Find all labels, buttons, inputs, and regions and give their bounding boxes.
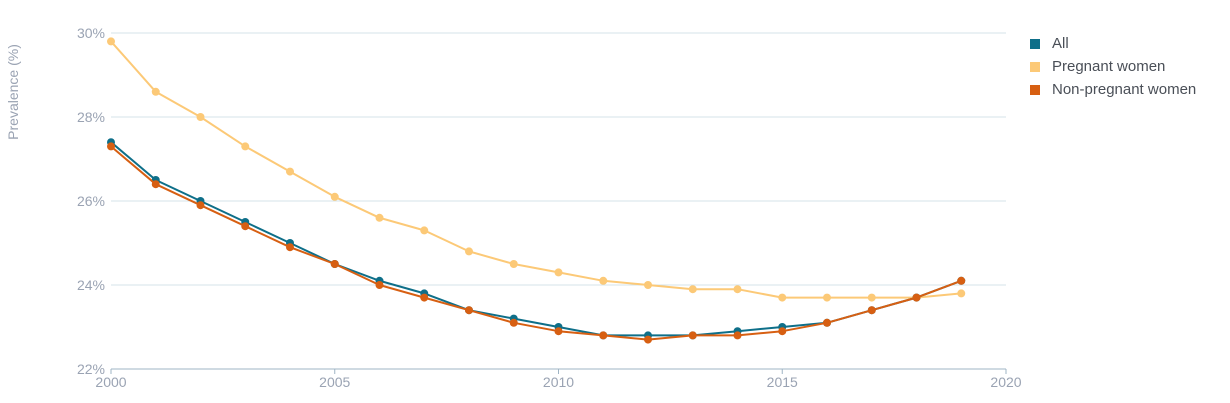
- data-point-pregnant-women[interactable]: [688, 285, 697, 294]
- y-tick-label: 26%: [77, 193, 105, 209]
- legend-label-non-pregnant-women: Non-pregnant women: [1052, 81, 1197, 98]
- legend-item-all: All: [1030, 32, 1196, 55]
- series-pregnant-women: [107, 37, 966, 302]
- data-point-non-pregnant-women[interactable]: [867, 306, 876, 315]
- data-point-pregnant-women[interactable]: [330, 192, 339, 201]
- legend-swatch-non-pregnant-women: [1030, 84, 1040, 95]
- data-point-non-pregnant-women[interactable]: [554, 327, 563, 336]
- data-point-pregnant-women[interactable]: [286, 167, 294, 176]
- series-line-pregnant-women: [110, 40, 962, 299]
- data-point-pregnant-women[interactable]: [957, 289, 966, 298]
- data-point-non-pregnant-women[interactable]: [330, 260, 339, 268]
- data-point-pregnant-women[interactable]: [644, 281, 652, 289]
- data-point-non-pregnant-women[interactable]: [286, 243, 294, 252]
- data-point-non-pregnant-women[interactable]: [151, 180, 160, 189]
- legend: All Pregnant women Non-pregnant women: [1030, 32, 1196, 101]
- data-point-non-pregnant-women[interactable]: [778, 327, 787, 336]
- data-point-pregnant-women[interactable]: [375, 213, 384, 222]
- data-point-pregnant-women[interactable]: [420, 226, 429, 235]
- data-point-non-pregnant-women[interactable]: [465, 306, 473, 315]
- data-point-non-pregnant-women[interactable]: [957, 276, 966, 285]
- data-point-pregnant-women[interactable]: [196, 113, 205, 121]
- data-point-non-pregnant-women[interactable]: [241, 222, 250, 231]
- series-all: [107, 138, 966, 340]
- x-tick-label: 2020: [990, 374, 1021, 390]
- data-point-pregnant-women[interactable]: [107, 37, 115, 46]
- y-axis-ticks: 22% 24% 26% 28% 30%: [77, 25, 105, 377]
- data-point-pregnant-women[interactable]: [778, 293, 787, 302]
- x-tick-label: 2005: [319, 374, 350, 390]
- data-point-non-pregnant-women[interactable]: [823, 318, 831, 327]
- data-point-pregnant-women[interactable]: [867, 293, 876, 302]
- y-tick-label: 24%: [77, 277, 105, 293]
- legend-swatch-all: [1030, 38, 1040, 49]
- data-point-pregnant-women[interactable]: [599, 276, 608, 285]
- data-point-non-pregnant-women[interactable]: [509, 318, 518, 327]
- y-tick-label: 30%: [77, 25, 105, 41]
- series-non-pregnant-women: [107, 142, 966, 344]
- y-tick-label: 22%: [77, 361, 105, 377]
- legend-label-pregnant-women: Pregnant women: [1052, 58, 1166, 75]
- data-point-pregnant-women[interactable]: [465, 247, 473, 256]
- data-point-pregnant-women[interactable]: [554, 268, 563, 277]
- data-point-non-pregnant-women[interactable]: [912, 293, 921, 302]
- data-point-pregnant-women[interactable]: [823, 293, 831, 302]
- data-point-non-pregnant-women[interactable]: [599, 331, 608, 340]
- x-axis-ticks: 2000 2005 2010 2015 2020: [95, 369, 1022, 390]
- y-tick-label: 28%: [77, 109, 105, 125]
- series-line-non-pregnant-women: [110, 145, 962, 341]
- data-point-pregnant-women[interactable]: [733, 285, 742, 294]
- data-point-non-pregnant-women[interactable]: [375, 281, 384, 289]
- grid-lines: [111, 32, 1006, 370]
- x-tick-label: 2000: [95, 374, 126, 390]
- data-point-non-pregnant-women[interactable]: [688, 331, 697, 340]
- x-tick-label: 2015: [767, 374, 798, 390]
- data-point-pregnant-women[interactable]: [509, 260, 518, 268]
- data-point-non-pregnant-women[interactable]: [196, 201, 205, 210]
- data-point-non-pregnant-women[interactable]: [420, 293, 429, 302]
- legend-item-non-pregnant-women: Non-pregnant women: [1030, 78, 1196, 101]
- data-point-non-pregnant-women[interactable]: [733, 331, 742, 340]
- legend-swatch-pregnant-women: [1030, 61, 1040, 72]
- series-line-all: [110, 141, 962, 337]
- data-point-pregnant-women[interactable]: [151, 87, 160, 96]
- series-group: [107, 37, 966, 344]
- legend-label-all: All: [1052, 35, 1069, 52]
- x-tick-label: 2010: [543, 374, 574, 390]
- data-point-non-pregnant-women[interactable]: [644, 335, 652, 344]
- y-axis-label: Prevalence (%): [5, 44, 21, 140]
- legend-item-pregnant-women: Pregnant women: [1030, 55, 1196, 78]
- data-point-pregnant-women[interactable]: [241, 142, 250, 151]
- data-point-non-pregnant-women[interactable]: [107, 142, 115, 151]
